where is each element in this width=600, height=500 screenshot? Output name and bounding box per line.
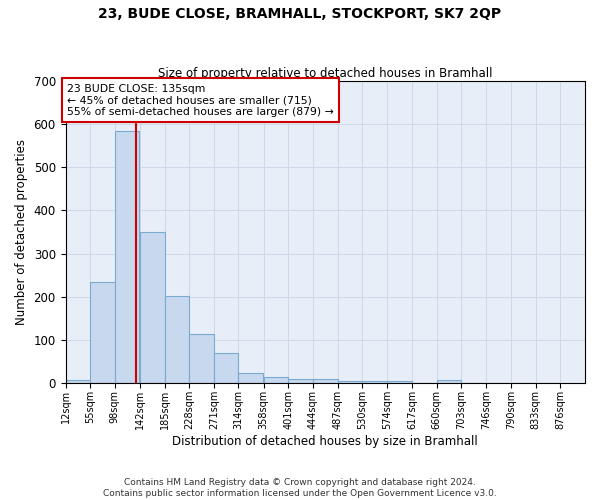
Title: Size of property relative to detached houses in Bramhall: Size of property relative to detached ho…: [158, 66, 493, 80]
Y-axis label: Number of detached properties: Number of detached properties: [15, 139, 28, 325]
Text: Contains HM Land Registry data © Crown copyright and database right 2024.
Contai: Contains HM Land Registry data © Crown c…: [103, 478, 497, 498]
Bar: [115, 132, 139, 384]
Bar: [140, 232, 164, 384]
Bar: [164, 296, 189, 384]
Bar: [388, 381, 412, 384]
Bar: [437, 380, 461, 384]
Bar: [214, 353, 238, 384]
Bar: [263, 377, 289, 384]
X-axis label: Distribution of detached houses by size in Bramhall: Distribution of detached houses by size …: [172, 434, 478, 448]
Bar: [362, 381, 387, 384]
Bar: [313, 379, 338, 384]
Text: 23, BUDE CLOSE, BRAMHALL, STOCKPORT, SK7 2QP: 23, BUDE CLOSE, BRAMHALL, STOCKPORT, SK7…: [98, 8, 502, 22]
Bar: [238, 372, 263, 384]
Bar: [189, 334, 214, 384]
Bar: [338, 381, 362, 384]
Bar: [289, 379, 313, 384]
Text: 23 BUDE CLOSE: 135sqm
← 45% of detached houses are smaller (715)
55% of semi-det: 23 BUDE CLOSE: 135sqm ← 45% of detached …: [67, 84, 334, 117]
Bar: [90, 282, 115, 384]
Bar: [65, 380, 90, 384]
